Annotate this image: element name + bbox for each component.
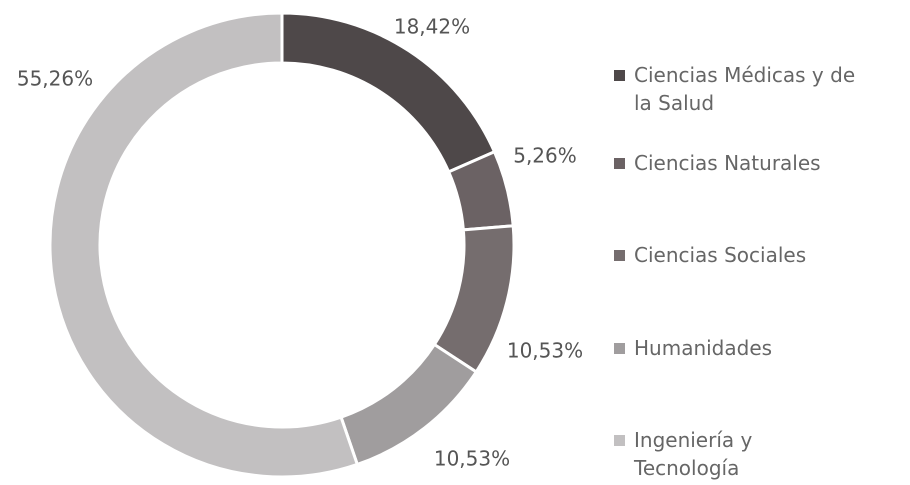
donut-segment	[48, 11, 360, 479]
legend-label: Ciencias Naturales	[634, 151, 821, 175]
legend-swatch	[614, 70, 625, 81]
legend-item: Ciencias Médicas y de la Salud	[614, 61, 874, 117]
data-label: 5,26%	[513, 144, 577, 168]
legend-item: Ingeniería y Tecnología	[614, 426, 764, 482]
legend-item: Ciencias Naturales	[614, 149, 874, 177]
data-label: 10,53%	[434, 447, 510, 471]
legend-label: Ciencias Médicas y de la Salud	[634, 63, 856, 115]
donut-segment	[432, 224, 516, 374]
data-label: 18,42%	[394, 15, 470, 39]
data-label: 55,26%	[17, 67, 93, 91]
legend-swatch	[614, 250, 625, 261]
legend-swatch	[614, 158, 625, 169]
legend-label: Humanidades	[634, 336, 773, 360]
legend-label: Ciencias Sociales	[634, 243, 807, 267]
data-label: 10,53%	[507, 339, 583, 363]
legend-label: Ingeniería y Tecnología	[634, 428, 753, 480]
legend-swatch	[614, 343, 625, 354]
legend-item: Humanidades	[614, 334, 874, 362]
legend-item: Ciencias Sociales	[614, 241, 874, 269]
legend-swatch	[614, 435, 625, 446]
